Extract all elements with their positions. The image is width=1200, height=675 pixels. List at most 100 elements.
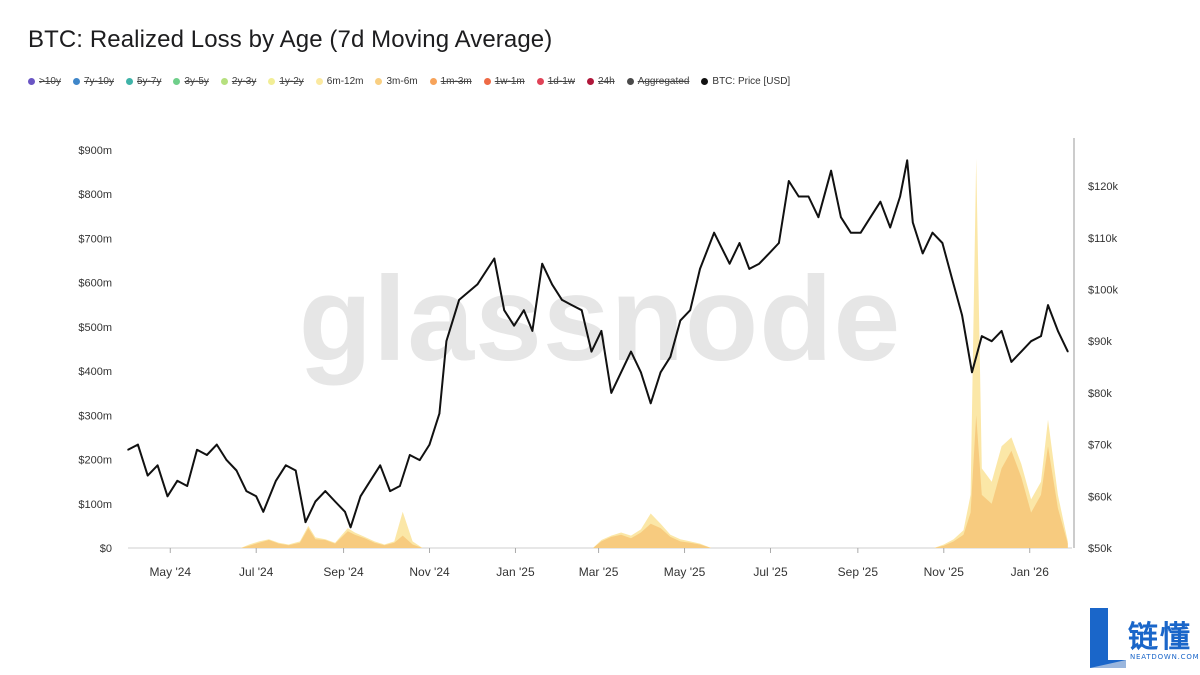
legend-item-24h[interactable]: 24h	[587, 76, 615, 87]
price-point	[1057, 330, 1059, 332]
price-point	[349, 526, 352, 529]
x-tick-label: Jul '24	[239, 565, 274, 579]
legend-item-1w-1m[interactable]: 1w-1m	[483, 76, 525, 87]
price-point	[807, 195, 810, 198]
price-point	[225, 459, 228, 461]
x-tick-label: Jan '25	[496, 565, 535, 579]
legend-label: Aggregated	[637, 76, 690, 87]
chart-title: BTC: Realized Loss by Age (7d Moving Ave…	[28, 26, 553, 53]
price-point	[245, 490, 248, 492]
price-point	[580, 309, 583, 312]
price-point	[699, 268, 701, 270]
price-point	[344, 511, 346, 513]
y-left-tick-label: $800m	[78, 189, 112, 201]
price-point	[137, 443, 139, 446]
legend-label: 6m-12m	[326, 76, 364, 87]
neatdown-logo-icon	[1090, 608, 1126, 668]
legend-label: 1m-3m	[440, 76, 472, 87]
legend-swatch-icon	[220, 78, 228, 85]
price-point	[571, 304, 573, 306]
price-point	[889, 226, 891, 229]
legend-item-1y-2y[interactable]: 1y-2y	[268, 76, 304, 87]
price-point	[590, 350, 593, 353]
price-point	[399, 485, 401, 487]
price-point	[156, 464, 159, 467]
legend-item-3y-5y[interactable]: 3y-5y	[173, 76, 209, 87]
logo-text-en: NEATDOWN.COM	[1130, 653, 1200, 661]
legend-swatch-icon	[429, 78, 437, 85]
price-point	[418, 459, 421, 461]
price-point	[840, 216, 842, 218]
legend-item-5y-7y[interactable]: 5y-7y	[125, 76, 161, 87]
legend-label: 3y-5y	[184, 76, 209, 87]
y-right-tick-label: $120k	[1088, 181, 1118, 193]
price-point	[640, 371, 642, 374]
price-point	[1020, 350, 1023, 353]
legend-item-1m-3m[interactable]: 1m-3m	[429, 76, 472, 87]
y-left-tick-label: $900m	[78, 145, 112, 157]
x-tick-label: Nov '24	[409, 565, 450, 579]
price-point	[438, 412, 441, 415]
y-right-tick-label: $60k	[1088, 491, 1112, 503]
legend-item-7y-10y[interactable]: 7y-10y	[72, 76, 114, 87]
price-point	[503, 309, 506, 312]
x-tick-label: Nov '25	[924, 565, 965, 579]
price-point	[738, 242, 741, 244]
price-point	[304, 521, 307, 523]
x-tick-label: Sep '24	[323, 565, 364, 579]
y-left-tick-label: $600m	[78, 278, 112, 290]
x-tick-label: May '24	[149, 565, 191, 579]
legend-swatch-icon	[587, 78, 594, 85]
legend-item-btc-price-usd[interactable]: BTC: Price [USD]	[701, 76, 790, 87]
legend-item-10y[interactable]: >10y	[28, 76, 61, 87]
legend-label: 2y-3y	[231, 76, 257, 87]
price-point	[334, 500, 336, 503]
legend-item-aggregated[interactable]: Aggregated	[626, 76, 690, 87]
price-point	[458, 299, 460, 301]
legend-swatch-icon	[268, 78, 276, 85]
price-point	[990, 340, 993, 343]
price-point	[294, 469, 297, 472]
legend-label: 7y-10y	[83, 76, 114, 87]
legend: >10y 7y-10y 5y-7y 3y-5y 2y-3y 1y-2y 6m-12m 3m-6…	[28, 76, 802, 87]
area-series	[128, 158, 1068, 549]
legend-label: 3m-6m	[386, 76, 418, 87]
price-point	[659, 371, 662, 374]
price-point	[493, 257, 496, 260]
price-point	[859, 231, 862, 234]
area-3m-6m	[128, 415, 1068, 548]
x-tick-label: Jan '26	[1011, 565, 1050, 579]
legend-label: BTC: Price [USD]	[712, 76, 791, 87]
price-point	[620, 371, 622, 374]
x-tick-label: May '25	[664, 565, 706, 579]
watermark: glassnode	[299, 252, 902, 386]
price-point	[127, 449, 129, 451]
price-point	[912, 221, 914, 224]
price-point	[176, 480, 179, 482]
legend-swatch-icon	[483, 78, 491, 85]
price-point	[728, 262, 731, 265]
price-point	[146, 474, 149, 477]
price-point	[1030, 340, 1032, 343]
price-point	[275, 480, 277, 482]
legend-swatch-icon	[72, 78, 80, 85]
legend-item-2y-3y[interactable]: 2y-3y	[220, 76, 257, 87]
price-point	[971, 371, 973, 374]
price-point	[476, 283, 479, 286]
legend-item-6m-12m[interactable]: 6m-12m	[315, 76, 364, 87]
price-point	[981, 335, 983, 337]
price-point	[797, 195, 800, 198]
legend-item-1d-1w[interactable]: 1d-1w	[536, 76, 575, 87]
price-point	[255, 495, 257, 498]
legend-swatch-icon	[375, 78, 383, 85]
price-point	[921, 252, 924, 255]
price-point	[206, 454, 208, 456]
legend-label: 1y-2y	[279, 76, 304, 87]
legend-swatch-icon	[315, 78, 323, 85]
y-right-tick-label: $100k	[1088, 285, 1118, 297]
legend-item-3m-6m[interactable]: 3m-6m	[375, 76, 418, 87]
legend-label: 1w-1m	[494, 76, 525, 87]
price-point	[961, 314, 963, 317]
price-point	[359, 495, 362, 498]
